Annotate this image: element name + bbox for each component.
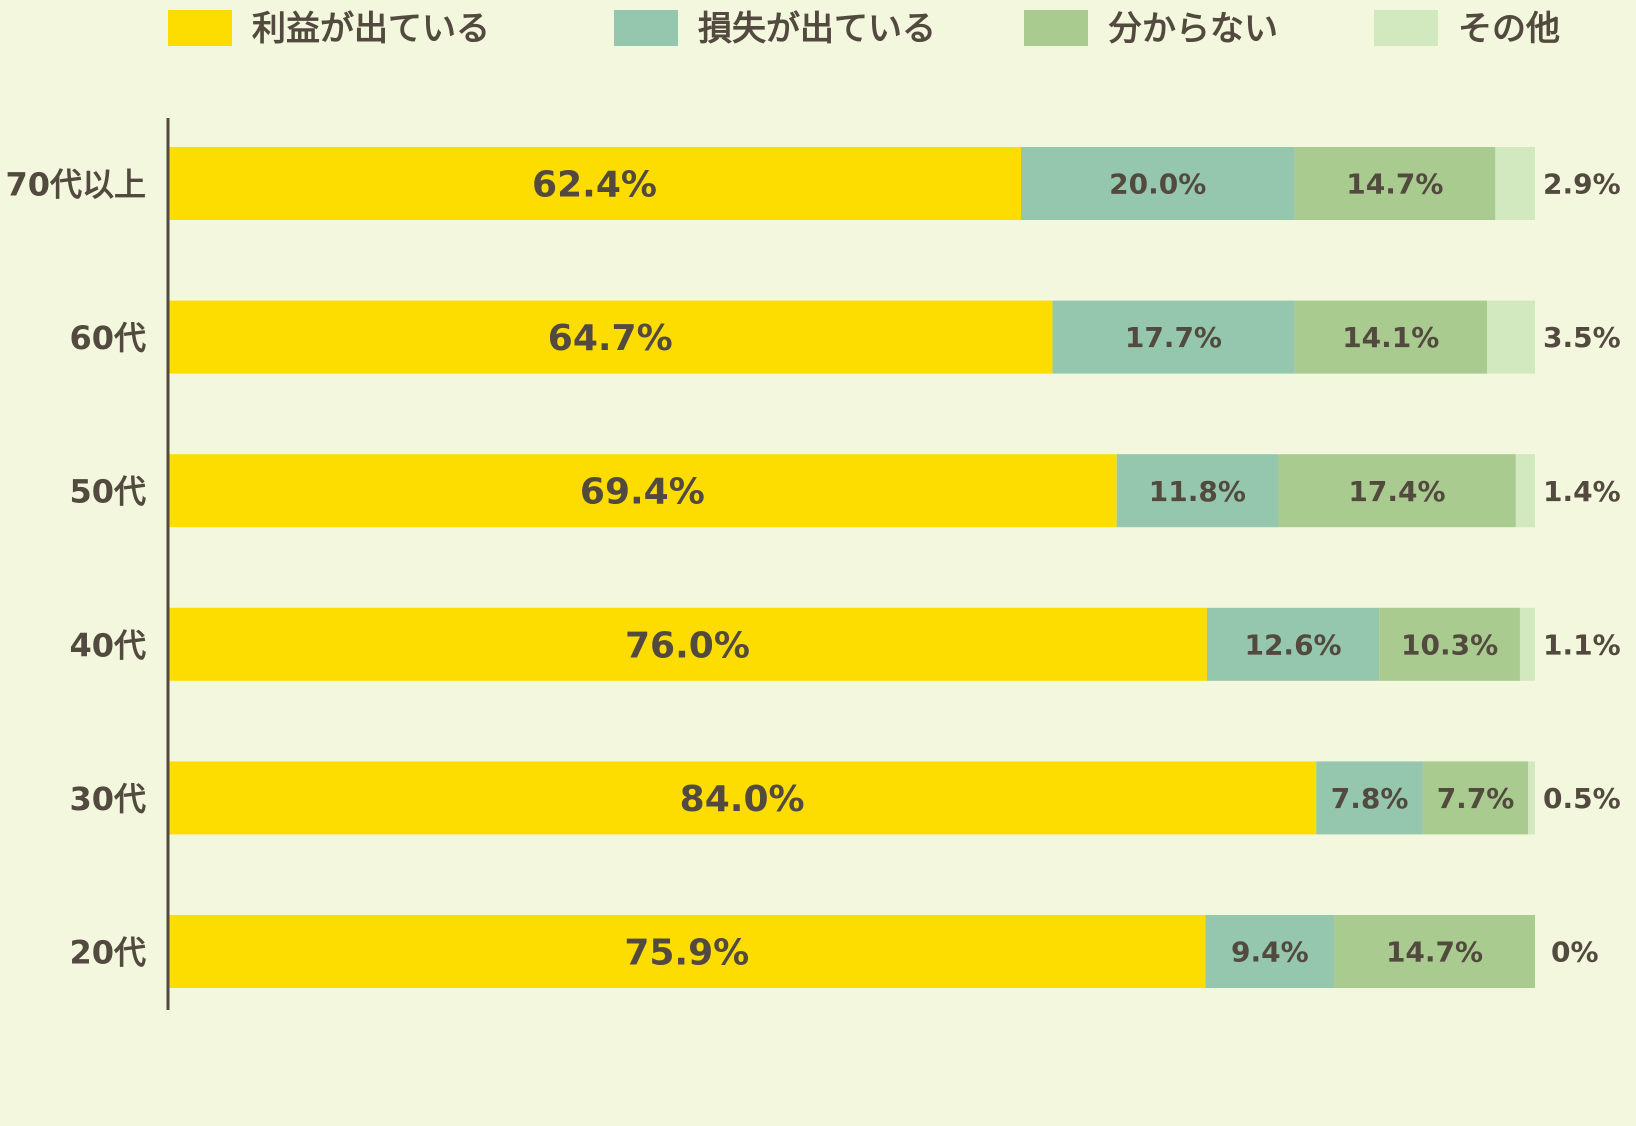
legend-swatch [1024,10,1088,46]
category-label: 20代 [69,934,146,972]
bar-row: 75.9% 9.4% 14.7% 0% [168,915,1599,988]
bar-segment [1052,300,1295,374]
value-label: 12.6% [1244,628,1341,661]
value-label: 17.4% [1348,475,1445,508]
bars: 62.4% 20.0% 14.7% 2.9% 64.7% 17.7% 14.1% 3.5% 69… [168,147,1621,988]
value-label: 3.5% [1543,321,1621,354]
bar-segment [1206,607,1380,681]
bar-segment [168,607,1207,681]
legend-swatch [168,10,232,46]
category-label: 70代以上 [5,166,146,204]
value-label: 14.7% [1346,168,1443,201]
bar-segment [1334,915,1535,988]
category-label: 40代 [69,626,146,664]
bar-segment [1528,761,1535,835]
value-label: 7.8% [1331,782,1409,815]
value-label: 14.1% [1342,321,1439,354]
bar-segment [168,454,1117,528]
legend-item: 分からない [1024,9,1278,49]
bar-segment [1278,454,1516,528]
legend-label: その他 [1458,9,1560,49]
value-label: 75.9% [624,932,749,973]
value-label: 20.0% [1109,168,1206,201]
value-label: 1.4% [1543,475,1621,508]
legend: 利益が出ている 損失が出ている 分からない その他 [168,9,1560,49]
bar-segment [1519,607,1535,681]
bar-segment [1316,761,1423,835]
bar-row: 69.4% 11.8% 17.4% 1.4% [168,454,1621,528]
bar-segment [168,915,1206,988]
value-label: 14.7% [1386,936,1483,969]
bar-segment [1379,607,1520,681]
bar-segment [168,761,1317,835]
legend-label: 利益が出ている [252,9,490,49]
category-label: 60代 [69,319,146,357]
category-label: 50代 [69,473,146,511]
value-label: 62.4% [532,164,657,205]
category-label: 30代 [69,780,146,818]
value-label: 11.8% [1149,475,1246,508]
legend-label: 損失が出ている [698,9,936,49]
bar-row: 84.0% 7.8% 7.7% 0.5% [168,761,1621,835]
bar-segment [168,147,1022,220]
value-label: 1.1% [1543,628,1621,661]
value-label: 0.5% [1543,782,1621,815]
bar-row: 62.4% 20.0% 14.7% 2.9% [168,147,1621,220]
value-label: 2.9% [1543,168,1621,201]
bar-segment [1422,761,1529,835]
bar-segment [1515,454,1535,528]
bar-segment [1021,147,1295,220]
category-labels: 70代以上 60代 50代 40代 30代 20代 [5,166,146,972]
legend-item: 損失が出ている [614,9,936,49]
bar-segment [168,300,1053,374]
bar-row: 76.0% 12.6% 10.3% 1.1% [168,607,1621,681]
bar-segment [1487,300,1535,374]
bar-segment [1294,147,1496,220]
value-label: 64.7% [548,318,673,359]
value-label: 7.7% [1437,782,1515,815]
legend-label: 分からない [1108,9,1278,49]
bar-segment [1116,454,1279,528]
value-label: 9.4% [1231,936,1309,969]
legend-swatch [614,10,678,46]
bar-segment [1495,147,1535,220]
legend-item: 利益が出ている [168,9,490,49]
legend-swatch [1374,10,1438,46]
value-label: 76.0% [625,625,750,666]
value-label: 0% [1551,936,1599,969]
bar-segment [1294,300,1488,374]
value-label: 84.0% [680,779,805,820]
value-label: 69.4% [580,472,705,513]
value-label: 10.3% [1401,628,1498,661]
value-label: 17.7% [1125,321,1222,354]
bar-segment [1205,915,1335,988]
legend-item: その他 [1374,9,1560,49]
bar-row: 64.7% 17.7% 14.1% 3.5% [168,300,1621,374]
